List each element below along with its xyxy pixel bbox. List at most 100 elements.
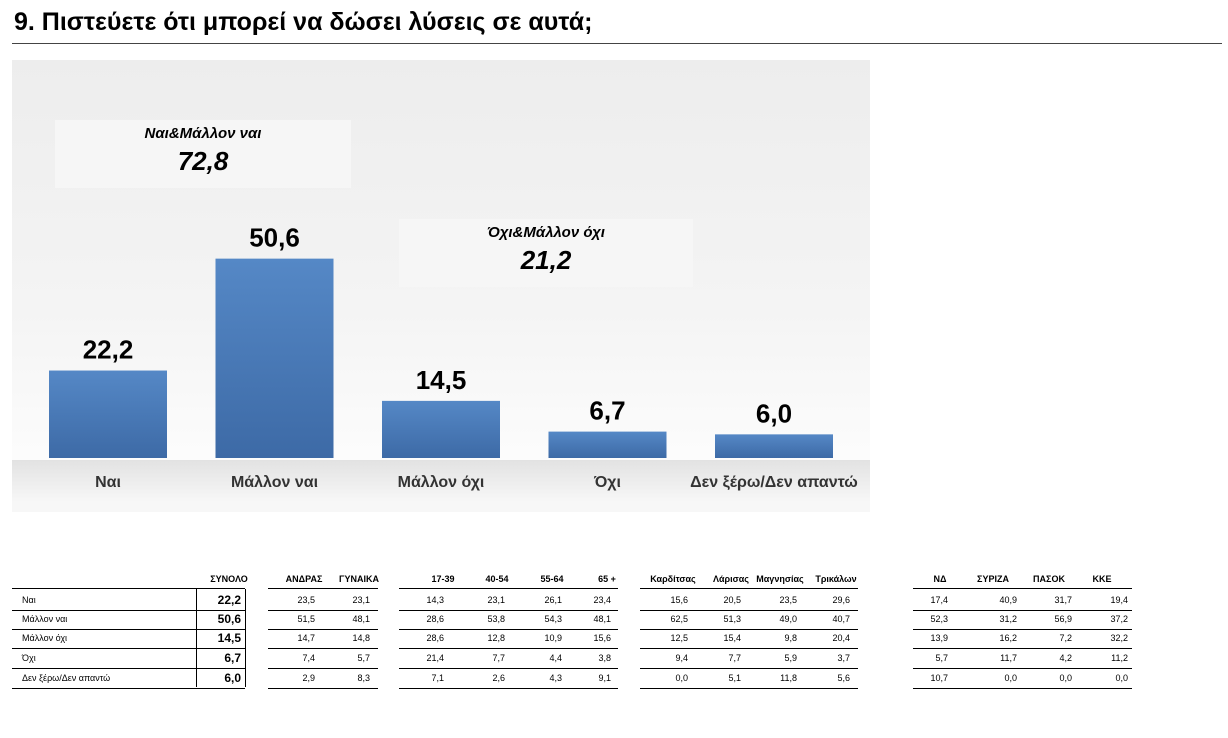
title-divider <box>12 43 1222 44</box>
page-title: 9. Πιστεύετε ότι μπορεί να δώσει λύσεις … <box>14 8 593 36</box>
header-2-0: Καρδίτσας <box>650 574 696 584</box>
cell-2-0-0: 14,7 <box>297 633 315 643</box>
cell-3-2-1: 7,7 <box>728 653 741 663</box>
row-label-4: Δεν ξέρω/Δεν απαντώ <box>22 673 111 683</box>
header-2-2: Μαγνησίας <box>756 574 804 584</box>
cell-2-3-0: 13,9 <box>930 633 948 643</box>
bar-value-label-1: 50,6 <box>249 223 300 253</box>
bar-chart: 22,2 Ναι 50,6 Μάλλον ναι 14,5 Μάλλον όχι 6,7 Όχ… <box>49 223 858 491</box>
cell-3-1-1: 7,7 <box>492 653 505 663</box>
cell-1-3-1: 31,2 <box>999 614 1017 624</box>
cell-0-2-3: 29,6 <box>832 595 850 605</box>
row-line-main-0 <box>12 610 245 611</box>
total-column-box <box>196 589 246 687</box>
cell-2-2-3: 20,4 <box>832 633 850 643</box>
row-line-0-0 <box>268 610 378 611</box>
bar-4 <box>715 434 833 458</box>
bar-3 <box>548 431 667 458</box>
row-total-1: 50,6 <box>217 612 241 626</box>
cell-2-1-2: 10,9 <box>544 633 562 643</box>
row-total-2: 14,5 <box>217 631 241 645</box>
chart-floor <box>12 460 870 512</box>
row-label-2: Μάλλον όχι <box>22 633 68 643</box>
cell-0-3-2: 31,7 <box>1054 595 1072 605</box>
cell-2-2-0: 12,5 <box>670 633 688 643</box>
row-line-2-1 <box>399 648 618 649</box>
row-line-4-0 <box>268 688 378 689</box>
row-line-4-1 <box>399 688 618 689</box>
cell-0-3-1: 40,9 <box>999 595 1017 605</box>
cell-4-2-0: 0,0 <box>675 673 688 683</box>
header-line-group-1 <box>399 588 618 589</box>
row-line-0-2 <box>640 610 858 611</box>
category-label-4: Δεν ξέρω/Δεν απαντώ <box>690 474 858 491</box>
cell-3-0-0: 7,4 <box>302 653 315 663</box>
cell-1-2-1: 51,3 <box>723 614 741 624</box>
row-line-1-2 <box>640 629 858 630</box>
chart-panel: Ναι&Μάλλον ναι 72,8 Όχι&Μάλλον όχι 21,2 … <box>12 60 870 512</box>
cell-1-1-0: 28,6 <box>426 614 444 624</box>
cell-3-2-2: 5,9 <box>784 653 797 663</box>
row-total-0: 22,2 <box>217 593 241 607</box>
row-line-main-4 <box>12 688 245 689</box>
category-label-0: Ναι <box>95 474 121 491</box>
header-line-main <box>12 588 245 589</box>
cell-4-2-3: 5,6 <box>837 673 850 683</box>
header-0-1: ΓΥΝΑΙΚΑ <box>339 574 379 584</box>
cell-2-1-3: 15,6 <box>593 633 611 643</box>
cell-1-3-0: 52,3 <box>930 614 948 624</box>
cell-1-2-2: 49,0 <box>779 614 797 624</box>
callout-no-label: Όχι&Μάλλον όχι <box>487 224 605 241</box>
cell-4-1-1: 2,6 <box>492 673 505 683</box>
row-line-3-0 <box>268 668 378 669</box>
cell-1-3-2: 56,9 <box>1054 614 1072 624</box>
row-line-0-1 <box>399 610 618 611</box>
header-1-1: 40-54 <box>485 574 509 584</box>
cell-3-3-1: 11,7 <box>1000 653 1017 663</box>
cell-4-1-3: 9,1 <box>598 673 611 683</box>
cell-2-2-1: 15,4 <box>723 633 741 643</box>
cell-1-0-1: 48,1 <box>352 614 370 624</box>
row-line-0-3 <box>913 610 1132 611</box>
cell-2-1-1: 12,8 <box>487 633 505 643</box>
row-line-3-1 <box>399 668 618 669</box>
cell-3-3-2: 4,2 <box>1059 653 1072 663</box>
cell-4-3-2: 0,0 <box>1059 673 1072 683</box>
cell-0-1-1: 23,1 <box>487 595 505 605</box>
cell-0-3-3: 19,4 <box>1110 595 1128 605</box>
cell-4-3-3: 0,0 <box>1115 673 1128 683</box>
category-label-2: Μάλλον όχι <box>398 474 485 491</box>
header-3-0: ΝΔ <box>933 574 947 584</box>
row-line-4-2 <box>640 688 858 689</box>
cell-1-1-1: 53,8 <box>487 614 505 624</box>
cell-2-3-2: 7,2 <box>1059 633 1072 643</box>
cell-2-3-3: 32,2 <box>1110 633 1128 643</box>
header-3-3: ΚΚΕ <box>1092 574 1112 584</box>
cell-4-1-2: 4,3 <box>549 673 562 683</box>
row-line-main-2 <box>12 648 245 649</box>
bar-value-label-0: 22,2 <box>83 335 134 365</box>
row-line-2-2 <box>640 648 858 649</box>
cell-4-3-1: 0,0 <box>1004 673 1017 683</box>
cell-3-2-0: 9,4 <box>675 653 688 663</box>
cell-0-1-2: 26,1 <box>544 595 562 605</box>
bar-2 <box>382 400 500 458</box>
cell-4-0-0: 2,9 <box>302 673 315 683</box>
row-line-4-3 <box>913 688 1132 689</box>
cell-4-1-0: 7,1 <box>431 673 444 683</box>
callout-yes-label: Ναι&Μάλλον ναι <box>144 125 262 142</box>
cell-4-2-2: 11,8 <box>780 673 797 683</box>
cell-2-0-1: 14,8 <box>352 633 370 643</box>
cell-0-0-0: 23,5 <box>297 595 315 605</box>
header-3-1: ΣΥΡΙΖΑ <box>977 574 1009 584</box>
callout-yes-value: 72,8 <box>177 146 229 176</box>
cell-0-1-3: 23,4 <box>593 595 611 605</box>
header-1-0: 17-39 <box>431 574 455 584</box>
row-label-3: Όχι <box>22 653 36 663</box>
row-line-1-1 <box>399 629 618 630</box>
cell-2-3-1: 16,2 <box>999 633 1017 643</box>
header-line-group-2 <box>640 588 858 589</box>
category-label-3: Όχι <box>593 474 621 491</box>
row-label-1: Μάλλον ναι <box>22 614 68 624</box>
